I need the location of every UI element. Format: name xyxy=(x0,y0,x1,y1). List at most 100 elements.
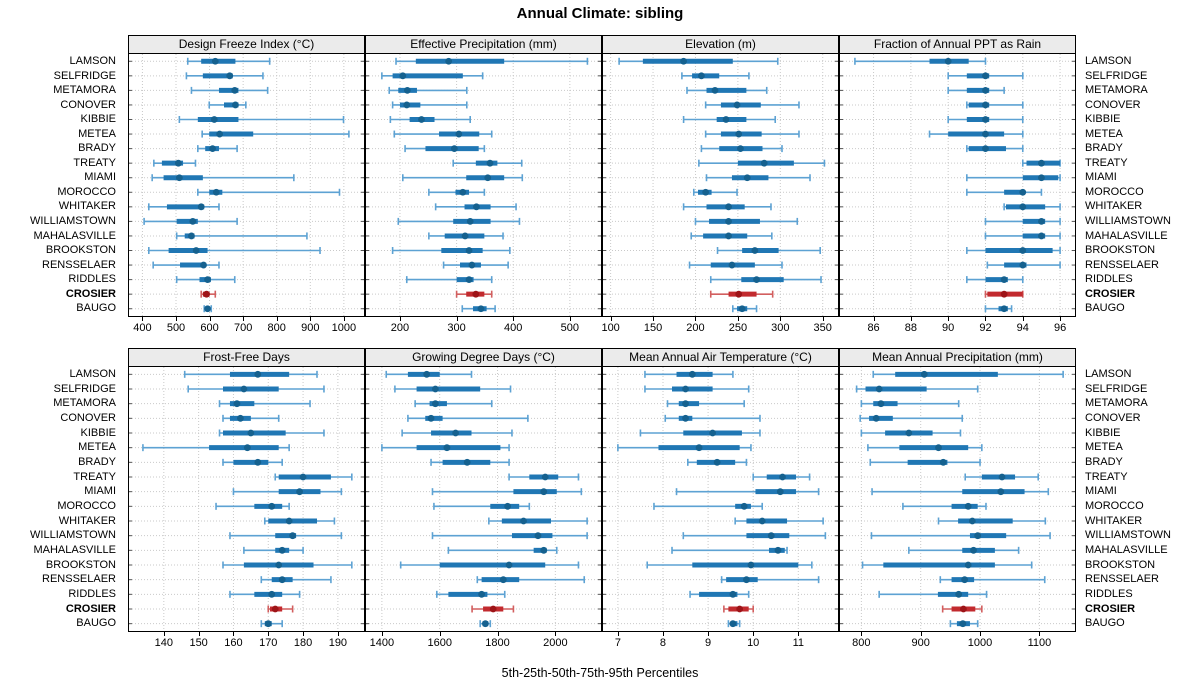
station-series xyxy=(947,116,1024,123)
x-tick-label: 200 xyxy=(390,322,410,334)
x-tick-label: 600 xyxy=(200,322,219,334)
x-tick-label: 180 xyxy=(293,637,313,649)
station-series xyxy=(508,473,580,481)
station-series xyxy=(671,546,788,554)
station-label: METEA xyxy=(1085,127,1123,140)
x-tick-label: 160 xyxy=(224,637,243,649)
median-dot xyxy=(1000,290,1008,298)
station-label: CONOVER xyxy=(1085,98,1141,111)
station-series xyxy=(644,385,750,393)
median-dot xyxy=(1038,232,1045,240)
station-series xyxy=(966,276,1024,284)
median-dot xyxy=(232,101,239,109)
station-series xyxy=(690,232,773,240)
median-dot xyxy=(709,429,717,437)
station-label: BROOKSTON xyxy=(1085,558,1156,571)
x-tick-mark xyxy=(695,317,697,321)
station-series xyxy=(243,546,304,554)
median-dot xyxy=(268,590,276,598)
station-label: CONOVER xyxy=(60,98,116,111)
station-series xyxy=(870,532,1051,540)
median-dot xyxy=(204,305,211,313)
station-series xyxy=(723,605,755,613)
station-series xyxy=(395,57,589,65)
panel-6: Mean Annual Air Temperature (°C) xyxy=(602,348,839,632)
median-dot xyxy=(767,532,775,540)
station-label: BAUGO xyxy=(1085,302,1125,315)
x-tick-mark xyxy=(985,317,987,321)
x-tick-label: 88 xyxy=(904,322,917,334)
station-label: RIDDLES xyxy=(68,587,116,600)
median-dot xyxy=(743,174,751,182)
station-series xyxy=(704,101,800,109)
median-dot xyxy=(486,159,494,167)
x-tick-mark xyxy=(708,632,710,636)
median-dot xyxy=(729,590,737,598)
panel-title: Frost-Free Days xyxy=(129,349,364,367)
station-series xyxy=(405,276,493,284)
station-series xyxy=(404,145,486,153)
median-dot xyxy=(740,502,748,510)
station-series xyxy=(681,72,750,80)
panel-2: Elevation (m) xyxy=(602,35,839,317)
panel-canvas xyxy=(366,367,601,631)
x-tick-mark xyxy=(873,317,875,321)
panel-plot-area xyxy=(366,367,601,631)
station-label: BRADY xyxy=(1085,455,1123,468)
station-label: KIBBIE xyxy=(80,113,116,126)
station-label: MAHALASVILLE xyxy=(33,543,116,556)
station-label: KIBBIE xyxy=(1085,426,1121,439)
station-series xyxy=(201,130,350,138)
station-series xyxy=(682,203,772,211)
x-axis: 86 88 90 92 94 96 xyxy=(839,317,1076,341)
station-series xyxy=(939,576,1046,584)
station-labels-right: LAMSON SELFRIDGE METAMORA CONOVER KIBBIE METE… xyxy=(1079,367,1197,631)
x-tick-mark xyxy=(610,317,612,321)
median-dot xyxy=(702,188,710,196)
station-series xyxy=(218,400,311,408)
x-tick-mark xyxy=(1060,317,1062,321)
station-label: BROOKSTON xyxy=(1085,244,1156,257)
median-dot xyxy=(982,130,989,138)
station-series xyxy=(860,400,960,408)
median-dot xyxy=(682,385,689,393)
x-tick-mark xyxy=(569,317,571,321)
station-label: MIAMI xyxy=(84,171,116,184)
x-tick-mark xyxy=(653,317,655,321)
median-dot xyxy=(1038,217,1045,225)
station-series xyxy=(692,188,738,196)
x-tick-label: 800 xyxy=(267,322,286,334)
footer-caption: 5th-25th-50th-75th-95th Percentiles xyxy=(501,666,699,680)
panel-canvas xyxy=(840,54,1075,316)
median-dot xyxy=(403,86,411,94)
station-label: BROOKSTON xyxy=(45,244,116,257)
x-tick-label: 1100 xyxy=(1027,637,1052,649)
median-dot xyxy=(970,546,977,554)
x-tick-label: 500 xyxy=(560,322,580,334)
station-label: BRADY xyxy=(78,142,116,155)
station-label: METEA xyxy=(78,441,116,454)
x-tick-label: 100 xyxy=(601,322,620,334)
panel-title: Growing Degree Days (°C) xyxy=(366,349,601,367)
median-dot xyxy=(505,561,513,569)
x-tick-mark xyxy=(209,317,211,321)
station-label: TREATY xyxy=(73,156,116,169)
median-dot xyxy=(423,370,431,378)
x-tick-label: 140 xyxy=(154,637,173,649)
x-tick-mark xyxy=(163,632,165,636)
median-dot xyxy=(1019,261,1027,269)
median-dot xyxy=(729,620,737,628)
station-series xyxy=(709,290,774,298)
station-label: TREATY xyxy=(73,470,116,483)
median-dot xyxy=(698,72,705,80)
station-label: WHITAKER xyxy=(1085,200,1143,213)
station-series xyxy=(966,174,1061,182)
panel-7: Mean Annual Precipitation (mm) xyxy=(839,348,1076,632)
median-dot xyxy=(711,86,719,94)
station-label: MAHALASVILLE xyxy=(1085,543,1168,556)
median-dot xyxy=(466,217,474,225)
x-axis: 100 150 200 250 300 350 xyxy=(601,317,839,341)
station-series xyxy=(187,385,325,393)
station-labels-left: LAMSON SELFRIDGE METAMORA CONOVER KIBBIE METE… xyxy=(0,54,122,316)
